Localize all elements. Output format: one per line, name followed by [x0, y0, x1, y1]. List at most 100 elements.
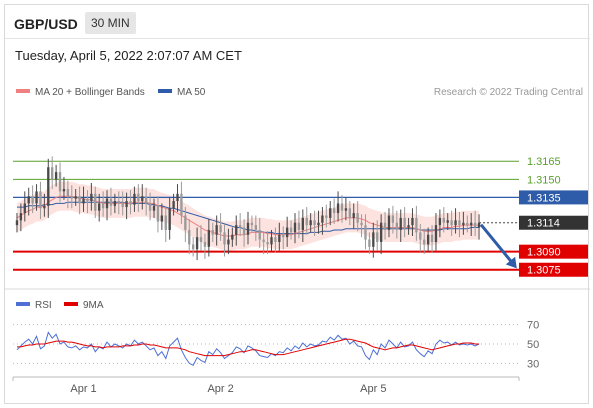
candle-body	[27, 196, 30, 204]
candle-body	[438, 217, 442, 226]
candle-body	[262, 239, 265, 243]
candle-body	[246, 222, 250, 235]
candle-body	[348, 208, 351, 218]
rsi-panel: 70 50 30	[13, 320, 539, 370]
candle-body	[458, 220, 461, 226]
candle-body	[70, 196, 73, 199]
candle-body	[282, 234, 285, 238]
candle-body	[407, 225, 410, 228]
candle-body	[168, 208, 171, 230]
candle-body	[415, 217, 418, 233]
candle-body	[473, 222, 477, 228]
candle-body	[39, 191, 42, 209]
candle-body	[332, 208, 336, 214]
candle-body	[305, 217, 308, 226]
candle-body	[274, 237, 277, 243]
price-chart: MA 20 + Bollinger Bands MA 50 Research ©…	[5, 87, 590, 395]
candle-body	[156, 205, 160, 222]
candle-body	[297, 222, 301, 230]
candle-body	[78, 196, 81, 204]
candle-body	[54, 172, 58, 180]
candle-body	[86, 198, 89, 202]
timeframe-badge[interactable]: 30 MIN	[85, 12, 136, 34]
candle-body	[148, 203, 152, 211]
candle-body	[321, 215, 324, 223]
level-tag-support	[519, 262, 588, 277]
ma20-legend-label: MA 20 + Bollinger Bands	[35, 87, 145, 98]
candle-body	[133, 193, 136, 205]
rsi-line	[16, 331, 480, 366]
candle-body	[211, 229, 214, 235]
candle-body	[160, 215, 164, 222]
candle-body	[94, 193, 97, 211]
candle-body	[395, 222, 398, 230]
candle-body	[203, 242, 207, 247]
candle-body	[329, 208, 332, 218]
research-credit: Research © 2022 Trading Central	[434, 87, 583, 98]
ma20-legend-swatch	[16, 89, 30, 93]
level-label-1.3150: 1.3150	[527, 174, 561, 186]
candle-body	[383, 222, 387, 230]
chart-widget: GBP/USD 30 MIN Tuesday, April 5, 2022 2:…	[4, 4, 590, 404]
candle-body	[195, 237, 199, 250]
rsi-ma-line	[17, 338, 479, 357]
candle-body	[289, 227, 293, 233]
candle-body	[450, 220, 453, 226]
candle-body	[207, 229, 211, 247]
rsi-tick-label-70: 70	[527, 320, 539, 332]
rsi-ma-legend-swatch	[64, 302, 78, 306]
candle-body	[145, 196, 148, 204]
candle-body	[285, 227, 289, 238]
candle-body	[470, 222, 473, 226]
candle-body	[391, 215, 395, 223]
rsi-tick-label-50: 50	[527, 339, 539, 351]
candle-body	[47, 167, 50, 206]
candle-body	[117, 201, 120, 204]
level-label-1.3114: 1.3114	[527, 218, 560, 230]
candle-body	[352, 213, 355, 218]
ma50-legend-swatch	[158, 89, 172, 93]
candle-body	[105, 198, 109, 209]
symbol-label: GBP/USD	[14, 16, 78, 32]
candle-body	[419, 232, 422, 240]
rsi-legend-swatch	[16, 302, 30, 306]
candle-body	[137, 193, 140, 202]
rsi-legend-label: RSI	[35, 300, 52, 311]
candle-body	[98, 203, 101, 211]
candle-body	[301, 217, 304, 230]
candle-body	[113, 201, 117, 206]
forecast-arrow-head	[505, 256, 517, 269]
candle-body	[19, 213, 23, 221]
candle-body	[344, 208, 348, 211]
candle-body	[231, 234, 234, 240]
candle-body	[403, 217, 406, 228]
candle-body	[43, 205, 46, 209]
candle-body	[368, 239, 371, 247]
candle-body	[454, 220, 457, 226]
candle-body	[219, 225, 222, 233]
candle-body	[336, 203, 340, 214]
candle-body	[466, 222, 469, 226]
candle-body	[164, 215, 167, 230]
candle-body	[266, 242, 269, 245]
candle-body	[180, 193, 183, 216]
candle-body	[258, 229, 261, 240]
datetime-label: Tuesday, April 5, 2022 2:07:07 AM CET	[15, 48, 242, 63]
price-panel: 1.3165 1.3150 1.3135 1.3114 1.3090 1.3075	[13, 156, 588, 277]
candle-body	[376, 232, 379, 243]
candle-body	[82, 198, 85, 204]
candle-body	[238, 225, 242, 228]
candle-body	[15, 220, 19, 226]
candle-body	[242, 227, 246, 235]
x-tick-label: Apr 1	[70, 383, 96, 395]
candle-body	[101, 203, 105, 209]
candle-body	[66, 188, 70, 197]
candle-body	[309, 220, 312, 226]
candle-body	[90, 193, 93, 202]
candle-body	[58, 172, 62, 192]
candle-body	[152, 205, 156, 211]
candle-body	[188, 229, 191, 245]
time-axis-labels: Apr 1 Apr 2 Apr 5	[70, 383, 386, 395]
rsi-ma-legend-label: 9MA	[83, 300, 104, 311]
bollinger-band	[17, 181, 479, 251]
